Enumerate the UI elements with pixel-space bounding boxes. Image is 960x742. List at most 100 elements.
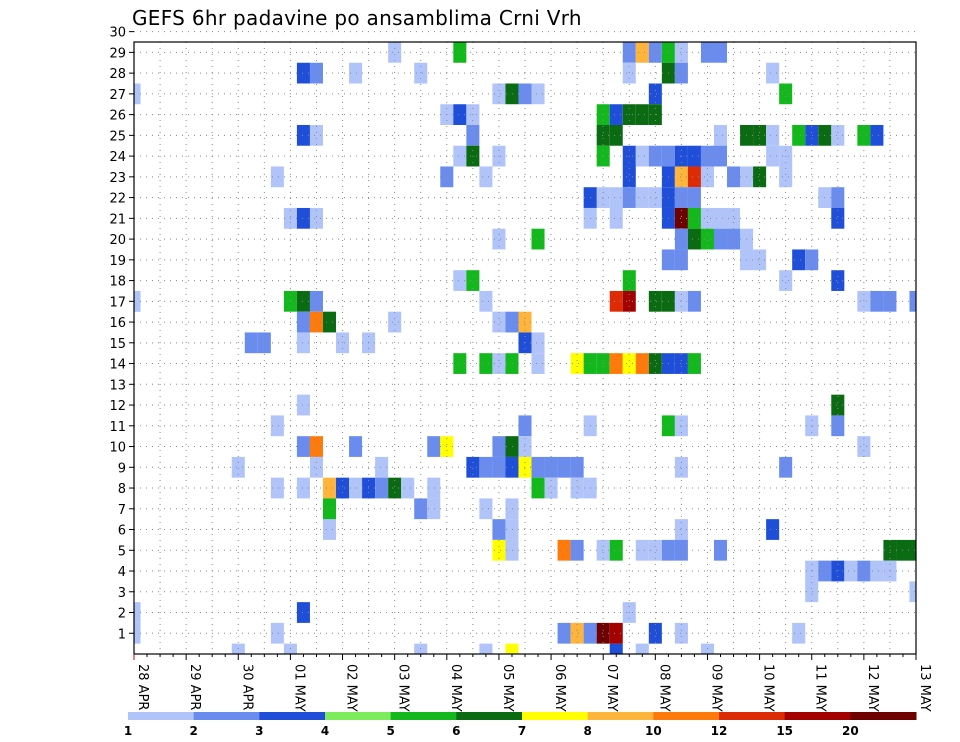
heatmap-cell [296,436,310,457]
heatmap-cell [296,311,310,333]
heatmap-cell [479,498,493,520]
y-tick-label: 11 [109,420,126,435]
heatmap-cell [270,166,284,188]
heatmap-cell [831,394,845,416]
y-tick-label: 17 [109,295,126,310]
heatmap-cell [635,42,649,63]
y-tick-label: 20 [109,233,126,248]
heatmap-cell [609,539,623,561]
heatmap-cell [700,42,714,63]
color-legend: 1 2 3 4 5 6 7 8 10 12 15 20 [124,712,917,738]
heatmap-cell [622,187,636,208]
heatmap-cell [349,477,363,499]
heatmap-cell [466,124,480,146]
heatmap-cell [505,643,519,654]
heatmap-cell [674,62,688,84]
heatmap-cell [531,477,545,499]
heatmap-cell [231,456,245,478]
heatmap-cell [857,290,871,312]
chart-title: GEFS 6hr padavine po ansamblima Crni Vrh [132,6,582,30]
y-tick-label: 22 [109,192,126,207]
heatmap-cell [544,477,558,499]
heatmap-cell [388,42,402,63]
heatmap-cell [700,207,714,229]
heatmap-cell [479,643,493,654]
y-tick-label: 25 [109,129,126,144]
legend-swatch [128,712,195,720]
heatmap-cell [596,622,610,644]
legend-label: 20 [842,724,859,738]
y-tick-label: 30 [109,26,126,41]
y-axis: 1234567891011121314151617181920212223242… [109,26,134,642]
y-tick-label: 15 [109,337,126,352]
heatmap-cell [727,228,741,250]
x-tick-label: 30 APR [239,664,254,710]
heatmap-cell [687,145,701,167]
heatmap-cell [375,456,389,478]
heatmap-cell [674,415,688,437]
heatmap-cell [674,228,688,250]
heatmap-cell [609,104,623,125]
legend-label: 7 [518,724,526,738]
heatmap-cell [270,622,284,644]
y-tick-label: 13 [109,378,126,393]
heatmap-cell [766,62,780,84]
heatmap-cell [388,311,402,333]
heatmap-cell [805,581,819,603]
y-tick-label: 29 [109,46,126,61]
heatmap-cell [505,353,519,374]
heatmap-cell [414,498,428,520]
heatmap-cell [870,124,884,146]
heatmap-cell [296,477,310,499]
heatmap-cell [479,353,493,374]
heatmap-cell [648,622,662,644]
heatmap-cell [505,539,519,561]
heatmap-cell [531,83,545,105]
heatmap-cell [375,477,389,499]
y-tick-label: 14 [109,358,126,373]
heatmap-cell [134,622,141,644]
heatmap-cell [296,602,310,623]
heatmap-cell [531,332,545,354]
heatmap-cell [635,145,649,167]
x-axis: 28 APR 29 APR 30 APR 01 MAY 02 MAY 03 MAY 04 M… [133,654,932,712]
y-tick-label: 1 [118,627,126,642]
legend-label: 2 [189,724,197,738]
heatmap-cell [700,166,714,188]
heatmap-cell [492,353,506,374]
heatmap-cell [596,539,610,561]
heatmap-cell [805,249,819,271]
heatmap-cell [792,622,806,644]
heatmap-cell [479,166,493,188]
x-tick-label: 28 APR [135,664,150,710]
heatmap-cell [531,353,545,374]
heatmap-cell [336,477,350,499]
x-tick-label: 11 MAY [813,664,828,712]
heatmap-cell [270,415,284,437]
heatmap-cell [635,539,649,561]
heatmap-cell [322,498,337,520]
heatmap-cell [531,228,545,250]
y-tick-label: 18 [109,275,126,290]
x-tick-label: 04 MAY [448,664,463,712]
heatmap-cell [427,477,441,499]
y-tick-label: 10 [109,441,126,456]
heatmap-cell [648,187,662,208]
heatmap-cell [727,166,741,188]
heatmap-cell [870,290,884,312]
legend-label: 5 [386,724,394,738]
legend-swatch [719,712,786,720]
legend-swatch [193,712,260,720]
grid-lines [134,31,916,654]
heatmap-cell [687,353,701,374]
heatmap-cell [492,228,506,250]
heatmap-cell [388,477,402,499]
heatmap-cell [753,249,767,271]
heatmap-cell [674,456,688,478]
y-tick-label: 12 [109,399,126,414]
heatmap-cell [831,270,845,291]
y-tick-label: 3 [118,586,126,601]
heatmap-cell [831,415,845,437]
heatmap-cell [779,83,793,105]
heatmap-cell [414,62,428,84]
